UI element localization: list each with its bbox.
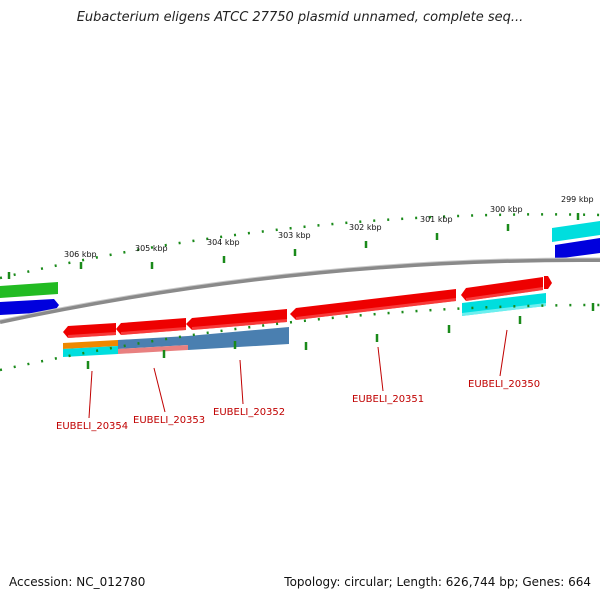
outer-minor-ticks	[0, 213, 600, 280]
inner-major-ticks	[86, 303, 595, 369]
gene-cyan-right[interactable]	[552, 221, 600, 242]
accession-text: Accession: NC_012780	[9, 575, 146, 589]
kbp-label-304: 304 kbp	[207, 238, 240, 247]
bar-steel-1[interactable]	[118, 336, 188, 349]
gene-arrow-highlights	[68, 287, 543, 338]
reverse-genes[interactable]	[63, 276, 552, 338]
bar-cyan-right-highlight	[462, 303, 546, 316]
gene-eubeli-20352-arrow[interactable]	[186, 309, 287, 330]
inner-tick-track	[0, 303, 600, 372]
sequence-backbone	[0, 257, 600, 324]
bar-steel-2[interactable]	[188, 327, 289, 350]
gene-label-eubeli-20353[interactable]: EUBELI_20353	[133, 415, 205, 426]
kbp-label-300: 300 kbp	[490, 205, 523, 214]
gene-green-forward[interactable]	[0, 282, 58, 298]
bar-cyan-left[interactable]	[63, 346, 118, 357]
forward-genes-right[interactable]	[552, 221, 600, 259]
outer-major-ticks	[7, 213, 580, 279]
topology-summary: Topology: circular; Length: 626,744 bp; …	[284, 575, 591, 589]
bar-cyan-right[interactable]	[462, 293, 546, 316]
kbp-label-303: 303 kbp	[278, 231, 311, 240]
kbp-labels: 306 kbp 305 kbp 304 kbp 303 kbp 302 kbp …	[64, 195, 594, 259]
gene-small-arrow[interactable]	[544, 276, 552, 289]
kbp-label-306: 306 kbp	[64, 250, 97, 259]
kbp-label-299: 299 kbp	[561, 195, 594, 204]
kbp-label-305: 305 kbp	[135, 244, 168, 253]
map-title: Eubacterium eligens ATCC 27750 plasmid u…	[76, 10, 524, 25]
outer-tick-track	[0, 213, 600, 280]
kbp-label-302: 302 kbp	[349, 223, 382, 232]
kbp-label-301: 301 kbp	[420, 215, 453, 224]
gene-label-eubeli-20354[interactable]: EUBELI_20354	[56, 421, 128, 432]
gene-label-eubeli-20352[interactable]: EUBELI_20352	[213, 407, 285, 418]
inner-minor-ticks	[0, 303, 600, 372]
gene-labels: EUBELI_20354 EUBELI_20353 EUBELI_20352 E…	[56, 379, 540, 432]
gene-label-eubeli-20350[interactable]: EUBELI_20350	[468, 379, 540, 390]
gene-eubeli-20351-arrow[interactable]	[290, 289, 456, 320]
sequence-backbone-highlight	[0, 257, 600, 321]
gene-label-eubeli-20351[interactable]: EUBELI_20351	[352, 394, 424, 405]
gene-eubeli-20350-arrow[interactable]	[461, 277, 543, 301]
gene-blue-right[interactable]	[555, 238, 600, 259]
bar-salmon[interactable]	[118, 345, 188, 354]
label-leaders	[88, 329, 508, 419]
annotation-bars[interactable]	[63, 293, 546, 357]
